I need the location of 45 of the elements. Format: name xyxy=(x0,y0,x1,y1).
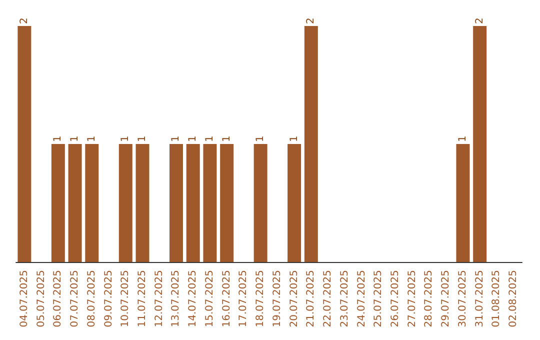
data-label: 2 xyxy=(18,18,30,24)
x-tick-label: 15.07.2025 xyxy=(204,270,216,328)
x-tick-label: 21.07.2025 xyxy=(306,270,317,328)
x-tick-label: 23.07.2025 xyxy=(339,270,350,328)
x-tick-label: 19.07.2025 xyxy=(272,270,283,328)
data-label: 1 xyxy=(188,136,199,142)
x-tick-label: 29.07.2025 xyxy=(440,270,452,328)
data-label: 1 xyxy=(86,136,98,142)
x-tick-label: 08.07.2025 xyxy=(86,270,98,328)
x-tick-label: 27.07.2025 xyxy=(406,270,418,328)
x-tick-label: 10.07.2025 xyxy=(120,270,132,328)
x-tick-label: 22.07.2025 xyxy=(322,270,334,328)
x-tick-label: 26.07.2025 xyxy=(390,270,401,328)
data-label: 1 xyxy=(255,136,266,142)
x-tick-label: 17.07.2025 xyxy=(238,270,250,328)
data-label: 1 xyxy=(52,136,64,142)
x-tick-label: 24.07.2025 xyxy=(356,270,368,328)
x-tick-label: 25.07.2025 xyxy=(373,270,384,328)
data-label: 2 xyxy=(474,18,486,24)
data-label: 1 xyxy=(170,136,182,142)
x-tick-label: 28.07.2025 xyxy=(424,270,435,328)
x-tick-label: 13.07.2025 xyxy=(170,270,182,328)
x-tick-label: 20.07.2025 xyxy=(288,270,300,328)
x-tick-label: 14.07.2025 xyxy=(188,270,199,328)
data-label: 1 xyxy=(204,136,216,142)
x-tick-label: 09.07.2025 xyxy=(103,270,114,328)
data-label: 1 xyxy=(70,136,81,142)
x-tick-label: 18.07.2025 xyxy=(255,270,266,328)
data-label: 1 xyxy=(120,136,132,142)
x-tick-label: 16.07.2025 xyxy=(221,270,232,328)
data-label: 1 xyxy=(288,136,300,142)
data-label: 1 xyxy=(221,136,232,142)
x-tick-label: 30.07.2025 xyxy=(457,270,468,328)
x-tick-label: 05.07.2025 xyxy=(36,270,47,328)
x-tick-label: 01.08.2025 xyxy=(491,270,502,328)
data-label: 1 xyxy=(137,136,148,142)
data-label: 1 xyxy=(457,136,468,142)
x-tick-label: 06.07.2025 xyxy=(52,270,64,328)
data-label: 2 xyxy=(306,18,317,24)
x-tick-label: 02.08.2025 xyxy=(508,270,520,328)
x-tick-label: 12.07.2025 xyxy=(154,270,165,328)
x-tick-label: 07.07.2025 xyxy=(70,270,81,328)
x-tick-label: 31.07.2025 xyxy=(474,270,486,328)
x-tick-label: 04.07.2025 xyxy=(18,270,30,328)
x-tick-label: 11.07.2025 xyxy=(137,270,148,328)
